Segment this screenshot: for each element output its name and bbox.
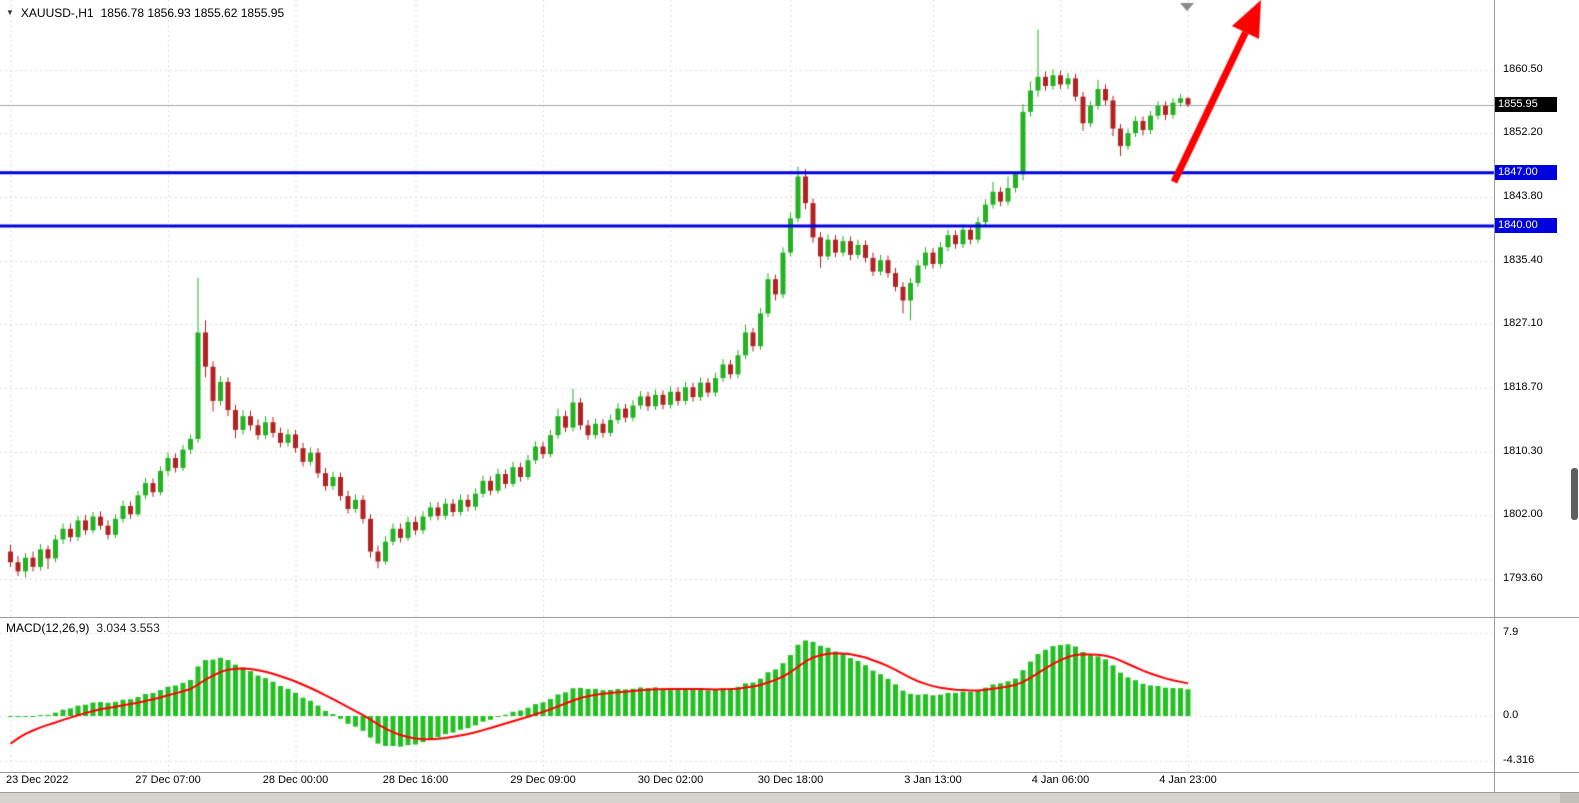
current-price-tag: 1855.95	[1495, 97, 1557, 113]
date-label: 3 Jan 13:00	[904, 774, 962, 786]
hline-price-tag[interactable]: 1840.00	[1495, 218, 1557, 234]
price-axis-label: 1802.00	[1503, 508, 1543, 521]
date-label: 28 Dec 16:00	[382, 774, 449, 786]
macd-axis-label: -4.316	[1503, 754, 1535, 767]
date-label: 27 Dec 07:00	[135, 774, 201, 786]
scrollbar-thumb[interactable]	[1571, 468, 1578, 520]
price-axis-label: 1835.40	[1503, 253, 1543, 266]
date-label: 29 Dec 09:00	[510, 774, 576, 786]
symbol-header: ▼ XAUUSD-,H1 1856.78 1856.93 1855.62 185…	[6, 6, 284, 20]
date-label: 23 Dec 2022	[6, 774, 69, 786]
hline-price-tag[interactable]: 1847.00	[1495, 165, 1557, 181]
macd-axis-label: 0.0	[1503, 709, 1519, 721]
price-axis-label: 1852.20	[1503, 126, 1543, 139]
macd-name: MACD(12,26,9)	[6, 621, 90, 635]
date-label: 30 Dec 02:00	[637, 774, 704, 786]
price-axis-separator	[1494, 0, 1495, 792]
time-axis-separator	[0, 772, 1579, 773]
macd-values: 3.034 3.553	[96, 621, 160, 635]
ohlc-values: 1856.78 1856.93 1855.62 1855.95	[100, 6, 285, 20]
price-axis-label: 1827.10	[1503, 317, 1543, 330]
date-label: 28 Dec 00:00	[262, 774, 329, 786]
price-axis-label: 1843.80	[1503, 190, 1543, 203]
price-axis-label: 1793.60	[1503, 571, 1543, 584]
resize-corner[interactable]	[1560, 793, 1579, 803]
macd-indicator-label: MACD(12,26,9) 3.034 3.553	[6, 621, 160, 635]
price-axis-label: 1810.30	[1503, 444, 1543, 457]
collapse-indicator-icon[interactable]: ▼	[6, 8, 14, 17]
symbol-timeframe: XAUUSD-,H1	[20, 6, 94, 20]
macd-axis-label: 7.9	[1503, 626, 1519, 639]
date-label: 30 Dec 18:00	[757, 774, 824, 786]
price-axis-label: 1860.50	[1503, 63, 1543, 75]
date-label: 4 Jan 06:00	[1031, 774, 1090, 786]
price-axis-label: 1818.70	[1503, 381, 1543, 393]
window-bottom-edge	[0, 792, 1579, 803]
date-label: 4 Jan 23:00	[1159, 774, 1217, 786]
macd-panel-separator[interactable]	[0, 617, 1579, 618]
